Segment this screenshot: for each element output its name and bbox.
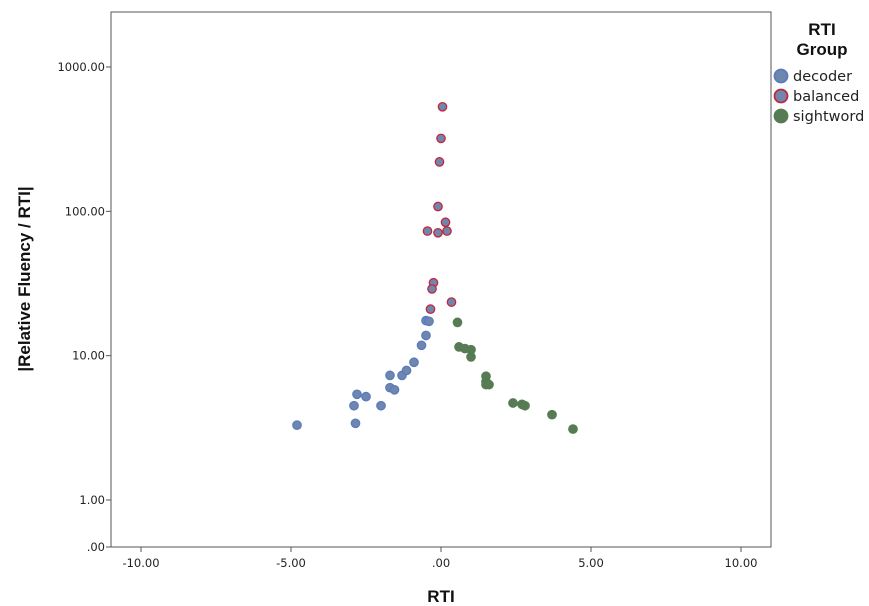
balanced-point — [440, 217, 451, 228]
decoder-point — [350, 418, 361, 429]
balanced-point — [442, 226, 452, 236]
y-tick-label: 100.00 — [65, 204, 105, 218]
legend-marker-decoder — [773, 68, 789, 84]
x-axis-title: RTI — [427, 587, 454, 606]
y-tick-label: 10.00 — [72, 349, 105, 363]
decoder-point — [361, 391, 371, 402]
decoder-point — [401, 365, 412, 376]
x-axis-ticks: -10.00 -5.00 .00 5.00 10.00 — [122, 547, 757, 570]
legend-items: decoder balanced sightword — [773, 68, 864, 125]
decoder-point — [409, 357, 419, 368]
balanced-point — [436, 133, 446, 144]
decoder-point — [421, 330, 431, 341]
balanced-point — [422, 226, 433, 236]
data-points — [292, 101, 578, 434]
sightword-point — [547, 409, 557, 420]
legend-label-balanced: balanced — [793, 89, 859, 105]
balanced-point — [433, 201, 443, 212]
legend: RTI Group decoder balanced sightword — [773, 20, 864, 125]
x-tick-label: -10.00 — [122, 556, 159, 570]
decoder-point — [352, 389, 362, 400]
plot-area — [110, 11, 772, 548]
sightword-point — [452, 317, 463, 328]
x-tick-label: .00 — [432, 556, 450, 570]
legend-title-line-2: Group — [797, 40, 848, 59]
y-axis-title: |Relative Fluency / RTI| — [15, 186, 34, 371]
legend-label-sightword: sightword — [793, 109, 864, 125]
balanced-point — [446, 297, 457, 307]
x-tick-label: 5.00 — [578, 556, 604, 570]
sightword-point — [520, 400, 530, 411]
balanced-point — [434, 157, 445, 167]
legend-marker-sightword — [773, 108, 789, 124]
sightword-point — [568, 424, 578, 434]
legend-marker-balanced — [773, 88, 789, 104]
sightword-point — [484, 379, 494, 390]
y-tick-label: .00 — [87, 540, 105, 554]
x-tick-label: 10.00 — [725, 556, 758, 570]
sightword-point — [466, 352, 476, 362]
decoder-point — [349, 400, 359, 411]
legend-title-line-1: RTI — [808, 20, 835, 39]
y-tick-label: 1.00 — [79, 493, 105, 507]
decoder-point — [292, 420, 302, 431]
balanced-point — [427, 284, 437, 294]
legend-label-decoder: decoder — [793, 69, 852, 85]
x-tick-label: -5.00 — [276, 556, 306, 570]
balanced-point — [433, 227, 443, 238]
balanced-point — [437, 101, 448, 112]
decoder-point — [416, 340, 427, 351]
decoder-point — [385, 370, 395, 381]
y-axis-ticks: .00 1.00 10.00 100.00 1000.00 — [57, 60, 111, 554]
sightword-point — [508, 398, 518, 408]
balanced-point — [425, 304, 436, 315]
decoder-point — [376, 400, 386, 411]
decoder-point — [424, 316, 434, 327]
decoder-point — [389, 384, 400, 395]
y-tick-label: 1000.00 — [57, 60, 105, 74]
